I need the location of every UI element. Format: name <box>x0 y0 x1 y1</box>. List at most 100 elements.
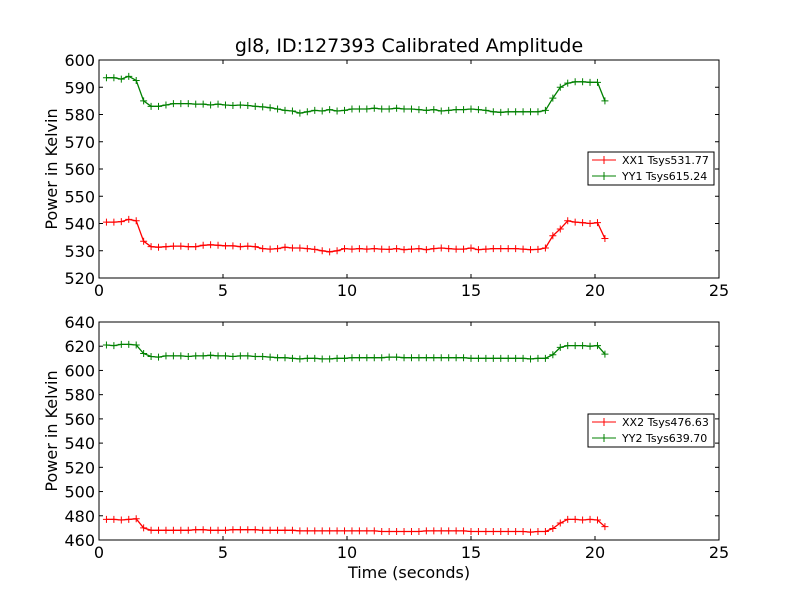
bottom-series-0-point <box>579 516 587 524</box>
top-series-0-point <box>482 245 490 253</box>
bottom-series-1-point <box>229 353 237 361</box>
bottom-series-1-point <box>266 353 274 361</box>
top-series-1-point <box>155 102 163 110</box>
bottom-series-1-point <box>541 354 549 362</box>
bottom-series-1-point <box>474 354 482 362</box>
top-series-1-point <box>274 105 282 113</box>
bottom-series-0-point <box>474 528 482 536</box>
bottom-series-1-point <box>452 354 460 362</box>
bottom-y-tick-label: 580 <box>64 386 95 405</box>
top-series-0-point <box>259 245 267 253</box>
bottom-y-tick-label: 460 <box>64 531 95 550</box>
bottom-series-1-point <box>296 355 304 363</box>
top-legend-label-xx1: XX1 Tsys531.77 <box>622 154 709 167</box>
bottom-series-0-point <box>549 524 557 532</box>
top-legend-marker-xx1 <box>600 156 608 164</box>
bottom-y-tick-label: 640 <box>64 313 95 332</box>
bottom-series-0-point <box>333 527 341 535</box>
bottom-series-1-point <box>489 354 497 362</box>
top-series-0-point <box>214 241 222 249</box>
bottom-series-0-point <box>393 528 401 536</box>
bottom-series-0-point <box>586 515 594 523</box>
top-y-axis-title: Power in Kelvin <box>42 108 61 229</box>
bottom-series-0-point <box>251 526 259 534</box>
top-series-1-point <box>474 106 482 114</box>
bottom-series-1-point <box>199 352 207 360</box>
top-series-0-point <box>445 245 453 253</box>
top-series-1-point <box>229 102 237 110</box>
top-series-1-point <box>348 105 356 113</box>
bottom-series-1-point <box>348 354 356 362</box>
bottom-series-0-point <box>341 527 349 535</box>
bottom-series-1-point <box>393 353 401 361</box>
top-series-1-point <box>437 107 445 115</box>
bottom-x-tick-label: 10 <box>337 543 357 562</box>
bottom-series-0-point <box>177 526 185 534</box>
bottom-series-0-point <box>564 515 572 523</box>
bottom-series-1-point <box>221 352 229 360</box>
bottom-series-0-point <box>571 515 579 523</box>
bottom-series-1-point <box>236 352 244 360</box>
top-series-1-point <box>467 105 475 113</box>
bottom-y-tick-label: 500 <box>64 483 95 502</box>
top-series-1-point <box>177 100 185 108</box>
bottom-series-0-point <box>556 519 564 527</box>
top-series-1-point <box>534 108 542 116</box>
bottom-series-0-point <box>348 527 356 535</box>
bottom-series-0-point <box>147 526 155 534</box>
bottom-series-0-point <box>117 516 125 524</box>
bottom-series-0-point <box>132 515 140 523</box>
top-series-0-point <box>303 245 311 253</box>
top-y-tick-label: 590 <box>64 78 95 97</box>
top-series-1-point <box>147 102 155 110</box>
bottom-series-1-point <box>378 354 386 362</box>
bottom-series-1-point <box>593 342 601 350</box>
bottom-series-1-point <box>318 355 326 363</box>
top-legend-marker-yy1 <box>600 172 608 180</box>
top-y-tick-label: 560 <box>64 160 95 179</box>
top-panel: 0 5 10 15 20 25 520 530 540 550 560 570 580 590 600 Po… <box>42 51 729 300</box>
bottom-series-1-point <box>445 354 453 362</box>
top-series-1-point <box>571 78 579 86</box>
top-series-1-point <box>549 94 557 102</box>
top-series-0-point <box>489 245 497 253</box>
top-series-0-point <box>184 243 192 251</box>
top-series-1-point <box>601 97 609 105</box>
bottom-y-axis-title: Power in Kelvin <box>42 370 61 491</box>
top-series-0-point <box>534 245 542 253</box>
top-series-1-point <box>288 107 296 115</box>
top-series-0-point <box>102 218 110 226</box>
bottom-series-0-point <box>482 528 490 536</box>
bottom-series-1-point <box>140 349 148 357</box>
top-series-1-point <box>169 100 177 108</box>
top-series-1-point <box>184 100 192 108</box>
bottom-series-0-point <box>400 528 408 536</box>
top-series-0-point <box>474 246 482 254</box>
top-series-0-point <box>348 245 356 253</box>
bottom-series-1-point <box>155 353 163 361</box>
bottom-series-1-point <box>430 354 438 362</box>
top-series-0-point <box>541 244 549 252</box>
bottom-series-1-point <box>274 354 282 362</box>
bottom-series-0-point <box>184 526 192 534</box>
bottom-series-1-point <box>102 341 110 349</box>
bottom-series-0-point <box>415 528 423 536</box>
bottom-series-0-point <box>512 528 520 536</box>
top-series-0-point <box>281 243 289 251</box>
bottom-series-1-point <box>162 352 170 360</box>
top-series-0-point <box>363 245 371 253</box>
top-series-1-point <box>504 108 512 116</box>
bottom-plot-frame <box>98 321 720 541</box>
top-series-1-point <box>110 74 118 82</box>
top-series-0-point <box>407 245 415 253</box>
top-series-1-point <box>221 101 229 109</box>
top-series-0-point <box>192 243 200 251</box>
bottom-x-tick-label: 5 <box>218 543 228 562</box>
bottom-series-0-point <box>467 528 475 536</box>
bottom-series-0-point <box>460 527 468 535</box>
top-series-0-point <box>564 217 572 225</box>
top-series-1-point <box>125 72 133 80</box>
top-x-tick-label: 15 <box>461 281 481 300</box>
top-series-0-point <box>519 245 527 253</box>
bottom-legend: XX2 Tsys476.63 YY2 Tsys639.70 <box>587 413 715 448</box>
